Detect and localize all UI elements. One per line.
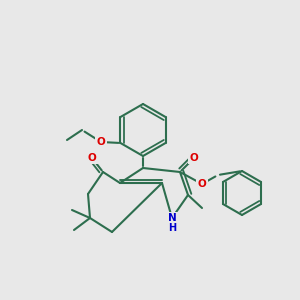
- Text: O: O: [190, 153, 198, 163]
- Text: O: O: [198, 179, 206, 189]
- Text: O: O: [97, 137, 105, 147]
- Text: N: N: [168, 213, 176, 223]
- Text: H: H: [168, 223, 176, 233]
- Text: O: O: [88, 153, 96, 163]
